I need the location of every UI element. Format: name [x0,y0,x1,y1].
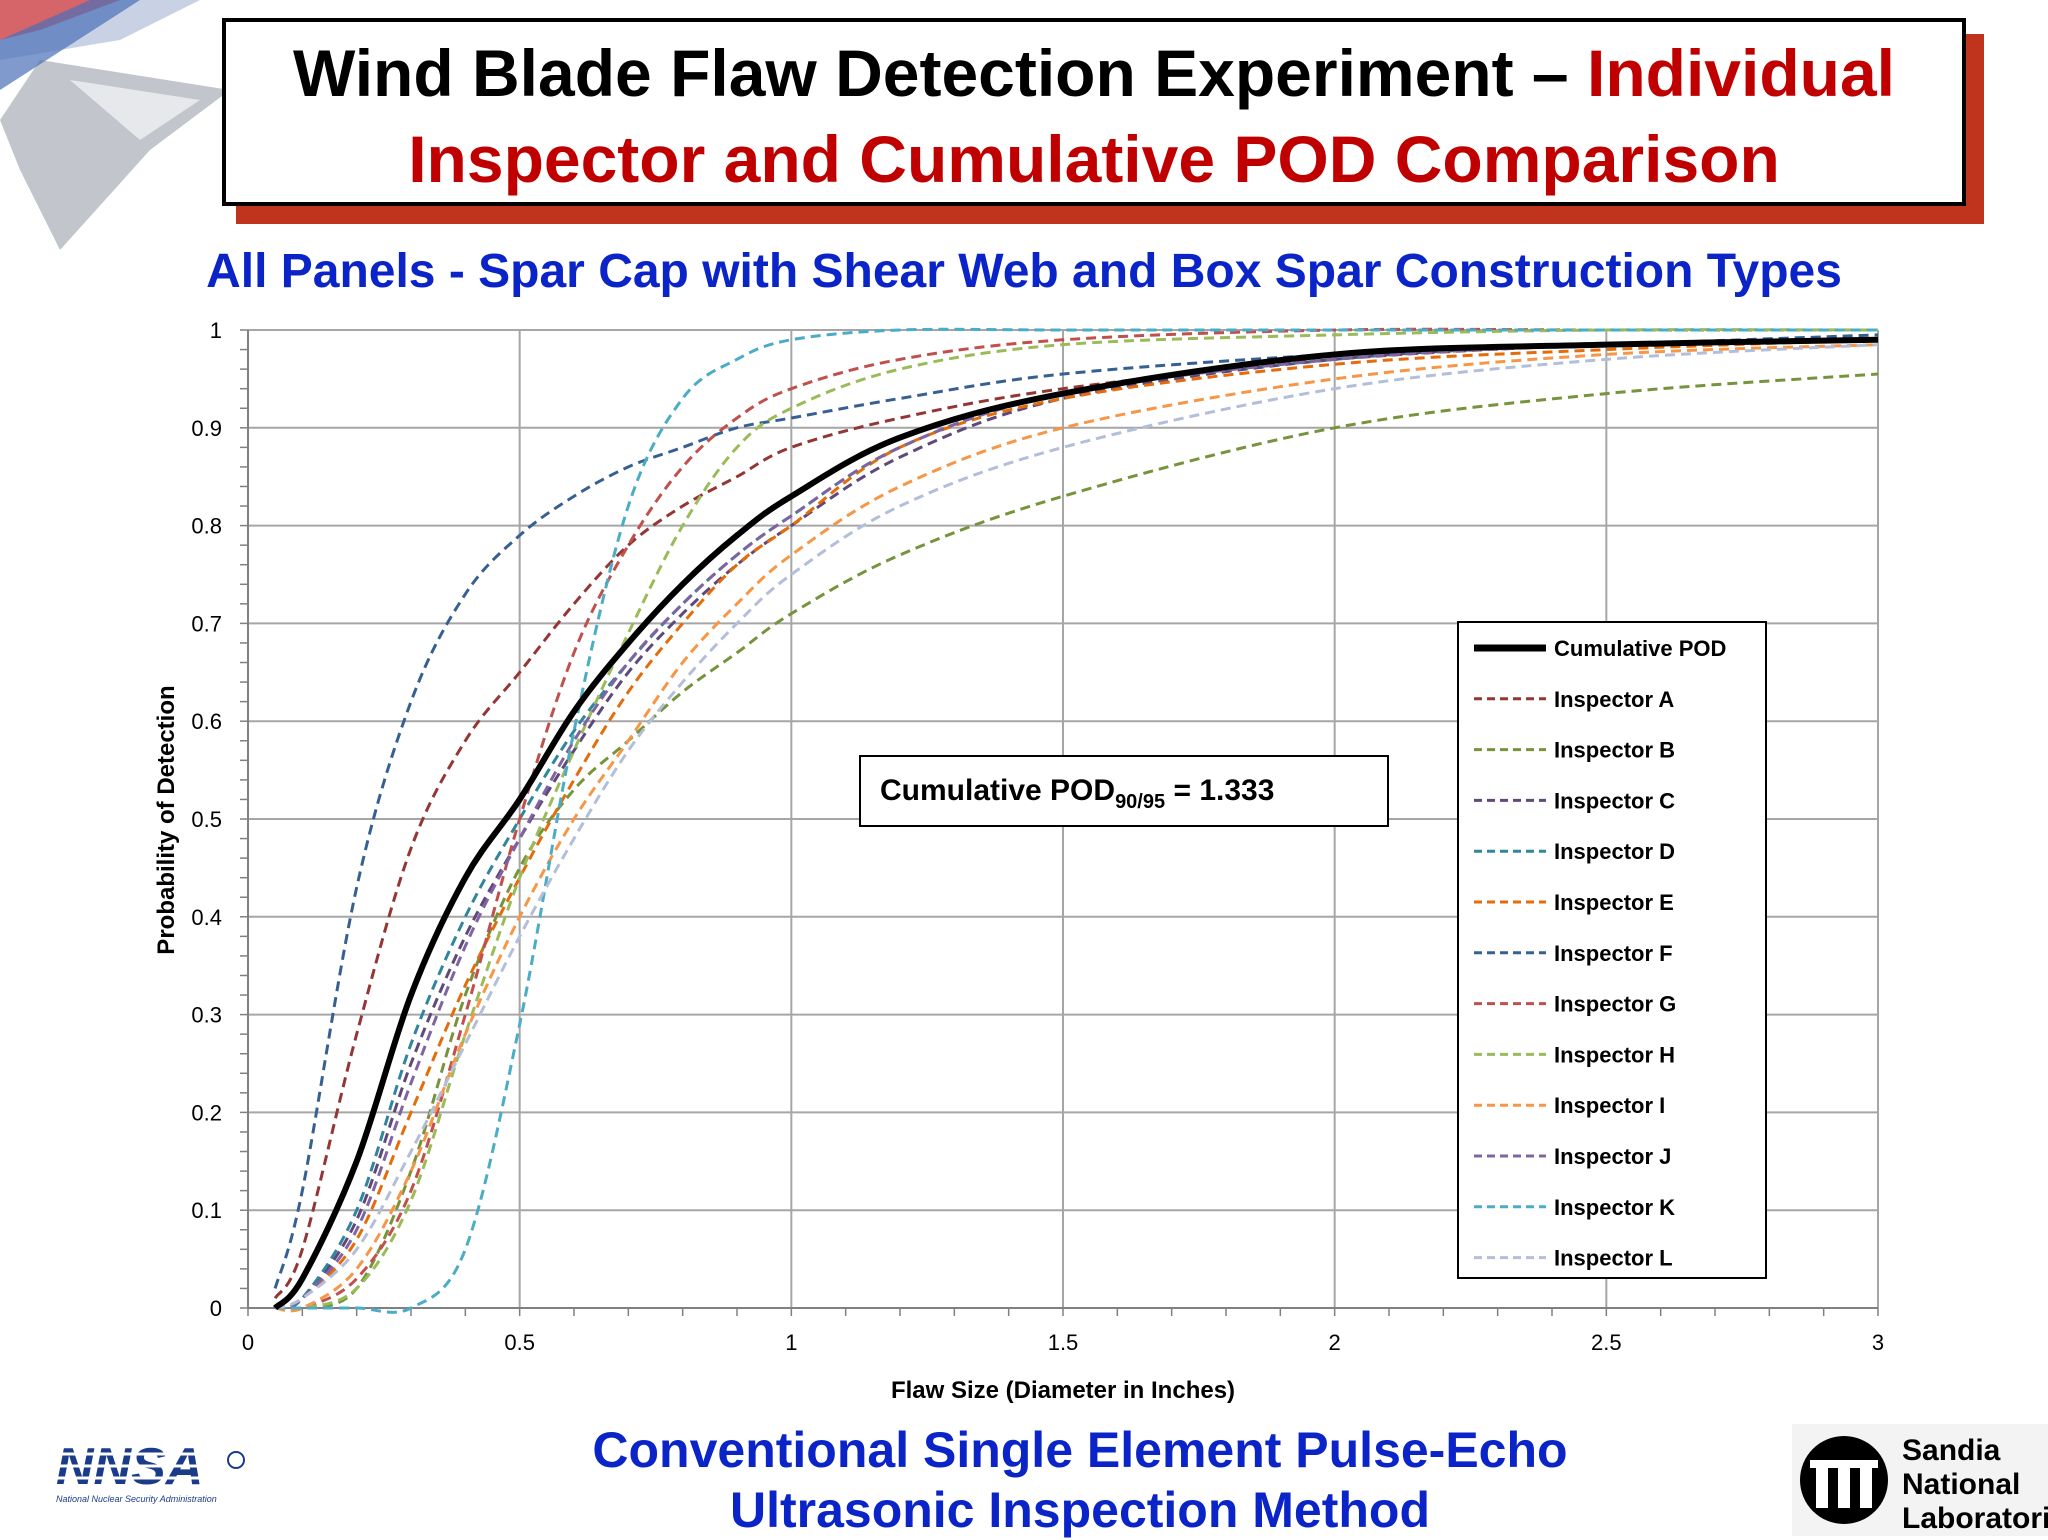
title-part1: Wind Blade Flaw Detection Experiment – [292,36,1587,110]
svg-text:Cumulative POD90/95 = 1.333: Cumulative POD90/95 = 1.333 [880,774,1274,813]
legend-label-inspector-l: Inspector L [1554,1246,1673,1271]
x-tick-label: 3 [1872,1330,1884,1355]
page-title: Wind Blade Flaw Detection Experiment – I… [222,18,1966,206]
x-tick-label: 0 [242,1330,254,1355]
y-tick-label: 0.5 [191,807,222,832]
legend-label-inspector-a: Inspector A [1554,687,1674,712]
legend-label-cumulative-pod: Cumulative POD [1554,636,1726,661]
nnsa-logo: NNSA National Nuclear Security Administr… [56,1440,246,1504]
title-part2: Individual [1586,36,1896,110]
y-tick-label: 0.1 [191,1198,222,1223]
series-line-inspector-b [275,372,1879,1311]
sandia-logo: Sandia National Laboratories [1792,1424,2048,1536]
chart-subtitle: All Panels - Spar Cap with Shear Web and… [206,245,1842,298]
corner-flag-graphic [0,0,230,250]
series-lines [272,327,1879,1314]
x-tick-labels: 0 0.5 1 1.5 2 2.5 3 [242,1330,1884,1355]
footer-line1: Conventional Single Element Pulse-Echo [592,1422,1568,1478]
legend-label-inspector-d: Inspector D [1554,839,1675,864]
y-tick-label: 0.7 [191,611,222,636]
series-line-inspector-c [274,338,1879,1310]
series-line-inspector-k [275,327,1878,1314]
series-line-inspector-i [274,343,1879,1313]
x-tick-label: 2.5 [1591,1330,1622,1355]
title-line2: Inspector and Cumulative POD Comparison [408,122,1780,196]
series-line-inspector-g [275,327,1878,1312]
series-line-inspector-l [274,343,1879,1310]
pod-annotation: Cumulative POD90/95 = 1.333 [859,755,1389,827]
y-tick-label: 0.9 [191,416,222,441]
legend-label-inspector-g: Inspector G [1554,992,1676,1017]
legend-label-inspector-h: Inspector H [1554,1042,1675,1067]
sandia-logo-line1: Sandia [1902,1434,2001,1467]
sandia-logo-line2: National [1902,1468,2020,1501]
y-tick-label: 0 [210,1296,222,1321]
x-tick-label: 1 [785,1330,797,1355]
legend-label-inspector-c: Inspector C [1554,788,1675,813]
x-tick-label: 2 [1329,1330,1341,1355]
y-tick-label: 0.4 [191,905,222,930]
legend-label-inspector-i: Inspector I [1554,1093,1665,1118]
legend-label-inspector-b: Inspector B [1554,738,1675,763]
y-tick-labels: 0 0.1 0.2 0.3 0.4 0.5 0.6 0.7 0.8 0.9 1 [191,318,222,1321]
sandia-logo-line3: Laboratories [1902,1502,2048,1535]
chart-legend: Cumulative POD Inspector A Inspector B Insp… [1457,621,1767,1279]
annotation-prefix: Cumulative POD [880,774,1115,807]
annotation-suffix: = 1.333 [1165,774,1274,807]
footer-method: Conventional Single Element Pulse-Echo U… [480,1420,1680,1540]
y-tick-label: 0.2 [191,1100,222,1125]
legend-label-inspector-e: Inspector E [1554,890,1674,915]
nnsa-logo-text: NNSA [56,1440,203,1496]
y-tick-label: 0.6 [191,709,222,734]
series-line-cumulative-pod [272,336,1879,1311]
x-axis-label: Flaw Size (Diameter in Inches) [891,1377,1235,1404]
footer-line2: Ultrasonic Inspection Method [729,1482,1431,1538]
x-tick-label: 0.5 [504,1330,535,1355]
annotation-subscript: 90/95 [1115,791,1165,813]
nnsa-logo-subtext: National Nuclear Security Administration [56,1494,217,1504]
series-line-inspector-e [274,338,1879,1310]
x-tick-label: 1.5 [1048,1330,1079,1355]
y-tick-label: 1 [210,318,222,343]
y-tick-label: 0.3 [191,1003,222,1028]
axes [247,330,1878,1309]
legend-label-inspector-k: Inspector K [1554,1195,1675,1220]
legend-label-inspector-j: Inspector J [1554,1144,1671,1169]
series-line-inspector-j [274,338,1879,1310]
y-axis-label: Probability of Detection [153,685,180,954]
legend-label-inspector-f: Inspector F [1554,941,1673,966]
minor-ticks [240,329,1879,1316]
pod-chart: 0 0.5 1 1.5 2 2.5 3 00.10.20.30.40.50.60.70.80… [153,318,1884,1404]
y-tick-label: 0.8 [191,514,222,539]
